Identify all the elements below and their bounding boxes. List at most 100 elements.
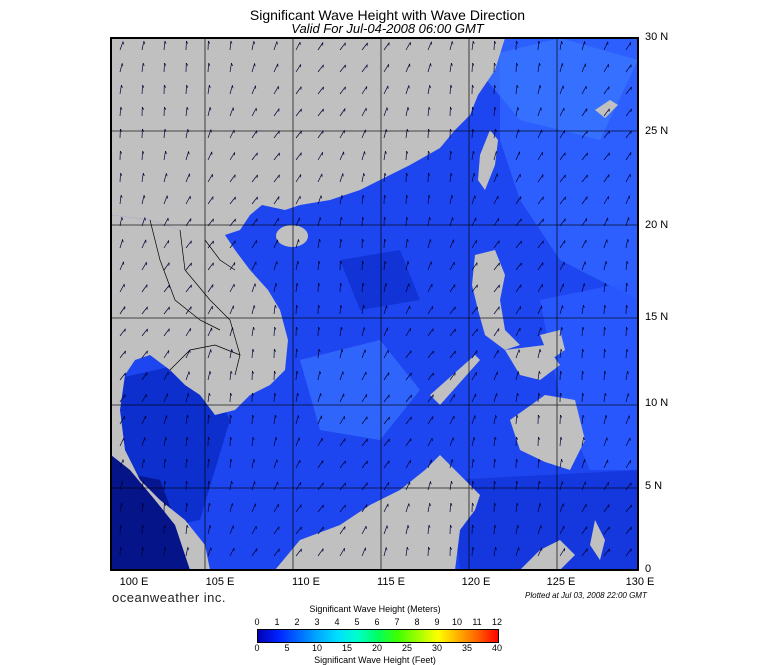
lat-label-25n: 25 N [645,125,669,137]
direction-arrowhead [142,172,145,177]
direction-arrow [515,371,519,381]
direction-arrowhead [120,106,123,110]
direction-arrow [603,393,606,403]
direction-arrow [383,327,388,337]
direction-arrow [493,173,498,183]
direction-arrow [207,306,213,315]
direction-arrow [273,459,278,469]
direction-arrow [405,547,408,557]
direction-arrow [185,173,190,183]
legend-meters-tick: 11 [472,617,482,627]
direction-arrow [295,437,300,447]
direction-arrowhead [190,240,192,244]
direction-arrow [317,526,324,535]
direction-arrow [361,216,363,227]
legend-meters-tick: 8 [414,617,420,627]
direction-arrowhead [296,370,299,374]
direction-arrow [251,107,257,117]
direction-arrow [427,194,430,205]
direction-arrowhead [472,458,475,463]
direction-arrowhead [520,240,522,244]
direction-arrow [581,261,586,271]
legend-meters-tick: 10 [451,617,462,627]
direction-arrowhead [604,282,607,287]
direction-arrow [185,328,191,337]
direction-arrow [163,371,169,381]
direction-arrow [537,152,543,161]
direction-arrowhead [252,370,255,374]
direction-arrowhead [451,195,454,199]
direction-arrow [383,416,390,425]
direction-arrow [581,239,587,249]
direction-arrow [581,481,586,491]
direction-arrowhead [124,328,126,332]
direction-arrow [449,261,455,271]
direction-arrowhead [517,371,520,375]
direction-arrow [339,64,346,73]
direction-arrow [361,64,368,73]
land-hainan [276,225,308,247]
direction-arrowhead [560,370,563,374]
direction-arrow [163,40,166,51]
direction-arrow [295,526,302,535]
direction-arrow [141,481,144,491]
legend-feet-tick: 30 [431,643,442,653]
direction-arrow [295,41,301,51]
direction-arrow [405,460,411,469]
direction-arrow [603,548,610,557]
direction-arrowhead [495,546,497,551]
direction-arrowhead [450,106,453,110]
direction-arrow [141,415,147,425]
direction-arrowhead [471,84,475,88]
direction-arrow [295,415,299,425]
direction-arrow [361,282,364,293]
direction-arrow [119,195,122,205]
direction-arrowhead [341,349,344,353]
direction-arrowhead [141,524,145,528]
direction-arrowhead [560,436,563,440]
direction-arrow [471,306,478,315]
direction-arrow [229,262,236,271]
direction-arrowhead [407,261,410,265]
direction-arrow [163,284,170,293]
direction-arrowhead [166,415,168,419]
direction-arrowhead [583,304,585,309]
direction-arrowhead [142,480,145,485]
direction-arrow [339,238,341,249]
direction-arrowhead [427,150,431,154]
direction-arrowhead [300,526,302,530]
direction-arrow [515,480,517,491]
direction-arrow [119,328,126,337]
direction-arrowhead [163,84,167,88]
direction-arrowhead [451,459,454,463]
direction-arrow [207,480,210,491]
direction-arrowhead [451,480,453,485]
lat-label-15n: 15 N [645,311,669,323]
direction-arrow [559,503,564,513]
direction-arrow [471,217,477,227]
direction-arrow [317,260,320,271]
direction-arrowhead [232,327,234,331]
direction-arrow [163,128,166,139]
direction-arrowhead [428,128,431,132]
direction-arrow [559,283,564,293]
direction-arrow [119,261,124,271]
direction-arrow [449,437,454,447]
direction-arrow [251,85,256,95]
direction-arrow [383,129,387,139]
direction-arrow [405,350,412,359]
direction-arrow [119,437,125,447]
direction-arrowhead [234,196,236,200]
direction-arrow [427,306,433,315]
direction-arrowhead [188,151,190,155]
direction-arrowhead [561,40,563,45]
direction-arrow [383,238,385,249]
direction-arrow [207,349,212,359]
direction-arrow [339,460,346,469]
direction-arrowhead [300,548,302,552]
direction-arrow [163,217,169,227]
direction-arrow [383,372,390,381]
direction-arrow [427,128,429,139]
direction-arrow [207,262,214,271]
